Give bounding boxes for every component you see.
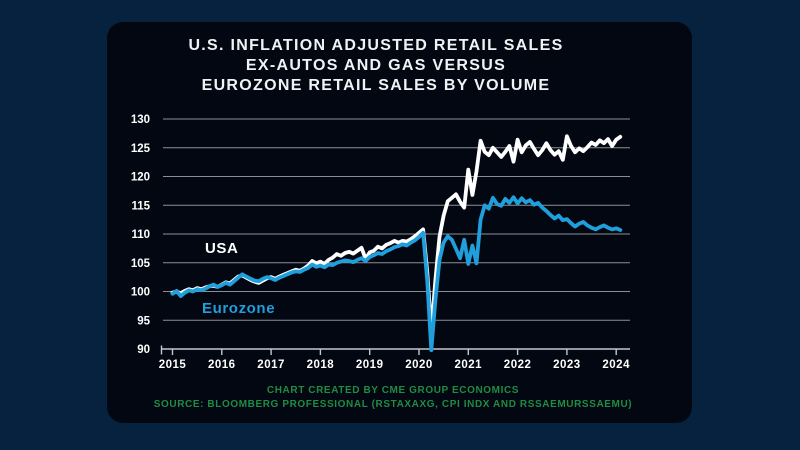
y-tick-label: 100 (131, 287, 150, 299)
y-tick-label: 125 (131, 143, 151, 155)
chart-title-line-3: EUROZONE RETAIL SALES BY VOLUME (201, 77, 551, 94)
y-tick-label: 110 (131, 229, 150, 241)
y-tick-label: 105 (131, 258, 151, 270)
x-tick-label: 2022 (504, 359, 532, 371)
chart-source-line: SOURCE: BLOOMBERG PROFESSIONAL (RSTAXAXG… (153, 398, 633, 410)
x-tick-label: 2019 (356, 359, 384, 371)
chart-credit-line: CHART CREATED BY CME GROUP ECONOMICS (266, 385, 520, 396)
y-tick-label: 130 (131, 114, 150, 126)
x-tick-label: 2020 (405, 359, 433, 371)
x-tick-label: 2021 (455, 359, 483, 371)
x-tick-label: 2015 (159, 359, 187, 371)
chart-title: U.S. INFLATION ADJUSTED RETAIL SALES EX-… (60, 36, 692, 96)
y-tick-label: 90 (137, 344, 150, 356)
x-tick-label: 2018 (307, 359, 335, 371)
chart-title-line-1: U.S. INFLATION ADJUSTED RETAIL SALES (188, 37, 564, 54)
y-tick-label: 115 (131, 200, 150, 212)
chart-footer: CHART CREATED BY CME GROUP ECONOMICS SOU… (93, 384, 693, 411)
eurozone-series-line (170, 195, 623, 353)
chart-panel (107, 22, 692, 423)
x-tick-label: 2024 (602, 359, 630, 371)
x-tick-label: 2016 (208, 359, 236, 371)
usa-series-label: USA (205, 240, 239, 257)
y-tick-label: 120 (131, 172, 150, 184)
y-tick-label: 95 (137, 315, 150, 327)
chart-title-line-2: EX-AUTOS AND GAS VERSUS (245, 57, 507, 74)
x-tick-label: 2023 (553, 359, 581, 371)
eurozone-series-label: Eurozone (202, 300, 276, 317)
x-tick-label: 2017 (257, 359, 285, 371)
